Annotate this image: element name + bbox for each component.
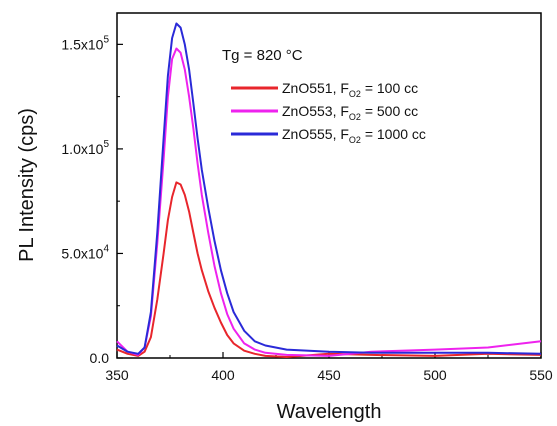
legend-label-rest: = 1000 cc xyxy=(361,126,426,142)
y-tick-label: 0.0 xyxy=(90,350,110,366)
legend-label-main: ZnO553, F xyxy=(282,103,349,119)
temperature-annotation: Tg = 820 °C xyxy=(222,47,303,64)
legend-label-subscript: O2 xyxy=(349,89,361,99)
x-axis-title: Wavelength xyxy=(277,401,382,423)
x-tick-label: 350 xyxy=(105,367,129,383)
y-tick-exponent: 5 xyxy=(103,139,109,150)
legend-label-rest: = 100 cc xyxy=(361,80,418,96)
legend-label-rest: = 500 cc xyxy=(361,103,418,119)
x-tick-label: 500 xyxy=(423,367,447,383)
y-tick-label: 1.0x105 xyxy=(61,139,109,157)
legend-label-1: ZnO551, FO2 = 100 cc xyxy=(282,80,418,99)
legend-label-subscript: O2 xyxy=(349,112,361,122)
y-tick-exponent: 4 xyxy=(103,243,109,254)
x-axis: 350 400 450 500 550 xyxy=(105,352,553,383)
series-line-3 xyxy=(116,22,542,355)
series-lines xyxy=(116,22,542,358)
legend-label-main: ZnO555, F xyxy=(282,126,349,142)
y-tick-mantissa: 5.0x10 xyxy=(61,245,103,261)
y-tick-exponent: 5 xyxy=(103,34,109,45)
legend-label-subscript: O2 xyxy=(349,135,361,145)
legend-label-main: ZnO551, F xyxy=(282,80,349,96)
y-tick-mantissa: 1.5x10 xyxy=(61,36,103,52)
y-tick-label: 1.5x105 xyxy=(61,34,109,52)
x-tick-label: 400 xyxy=(211,367,235,383)
y-axis-title: PL Intensity (cps) xyxy=(16,108,38,262)
x-tick-label: 550 xyxy=(529,367,553,383)
x-tick-label: 450 xyxy=(317,367,341,383)
y-tick-label: 5.0x104 xyxy=(61,243,109,261)
y-tick-mantissa: 0.0 xyxy=(90,350,110,366)
series-line-1 xyxy=(116,181,542,358)
y-tick-mantissa: 1.0x10 xyxy=(61,141,103,157)
legend-label-3: ZnO555, FO2 = 1000 cc xyxy=(282,126,426,145)
legend-label-2: ZnO553, FO2 = 500 cc xyxy=(282,103,418,122)
